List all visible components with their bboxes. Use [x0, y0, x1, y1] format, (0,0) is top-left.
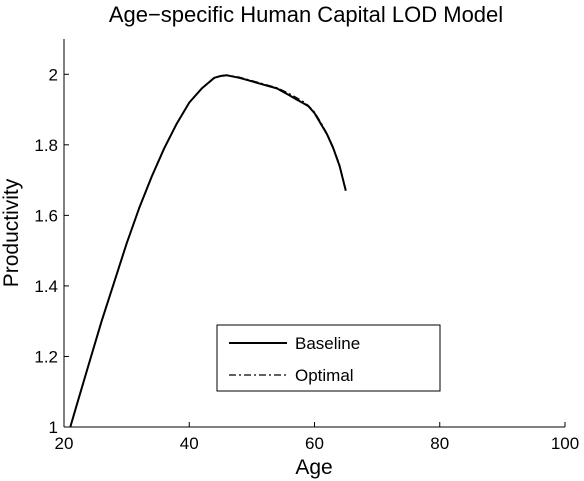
y-tick-label: 1.6 — [34, 206, 58, 225]
y-tick-label: 1 — [49, 418, 58, 437]
x-tick-label: 60 — [305, 434, 324, 453]
y-tick-label: 1.2 — [34, 347, 58, 366]
x-tick-label: 40 — [180, 434, 199, 453]
legend-label-optimal: Optimal — [295, 366, 354, 385]
x-tick-label: 100 — [551, 434, 579, 453]
series-line-optimal — [69, 74, 347, 428]
y-tick-label: 2 — [49, 65, 58, 84]
x-axis-label: Age — [295, 456, 332, 479]
x-tick-label: 20 — [55, 434, 74, 453]
chart-title: Age−specific Human Capital LOD Model — [109, 2, 503, 27]
legend-box — [216, 324, 441, 392]
series-layer — [69, 74, 347, 428]
axis-ticks: 20 40 60 80 100 1 1.2 1.4 1.6 1.8 2 — [34, 65, 579, 453]
legend: Baseline Optimal — [216, 324, 441, 392]
legend-label-baseline: Baseline — [295, 334, 360, 353]
y-tick-label: 1.8 — [34, 136, 58, 155]
x-tick-label: 80 — [430, 434, 449, 453]
y-tick-label: 1.4 — [34, 277, 58, 296]
y-axis-label: Productivity — [0, 178, 23, 287]
